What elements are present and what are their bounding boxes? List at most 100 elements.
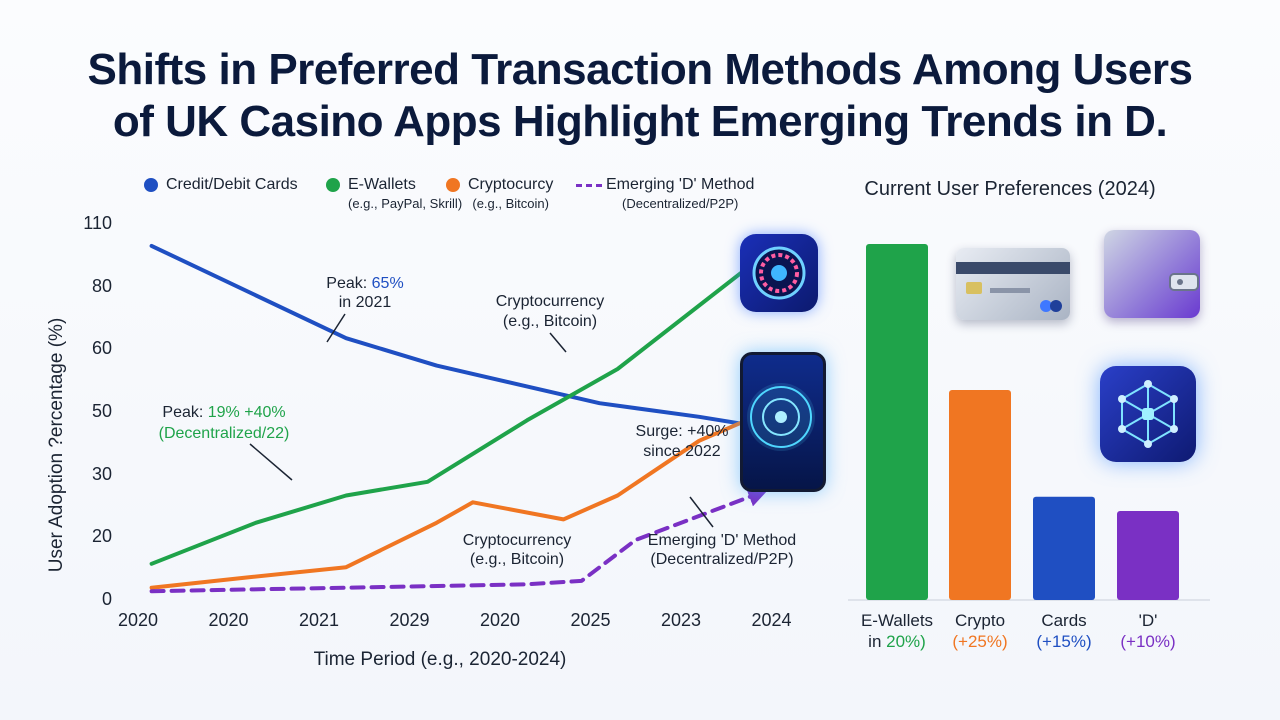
annotation-peak-ewallets: Peak: 19% +40% (Decentralized/22) [159,404,293,481]
title-line-2: of UK Casino Apps Highlight Emerging Tre… [112,97,1168,146]
annotation-peak-cards-prefix: Peak: [326,275,371,292]
legend-label-d-method: Emerging 'D' Method [606,176,755,193]
annotation-peak-cards-year: in 2021 [339,294,392,311]
bar-label-crypto: Crypto (+25%) [935,610,1025,652]
wallet-graphic [1169,273,1199,291]
annotation-crypto-low-line2: (e.g., Bitcoin) [470,551,564,568]
annotation-surge: Surge: +40% since 2022 [636,423,729,460]
svg-text:Peak: 65%: Peak: 65% [326,275,403,292]
annotation-crypto-mid-line1: Cryptocurrency [496,293,604,310]
annotation-crypto-low-line1: Cryptocurrency [463,532,571,549]
bar-label-crypto-name: Crypto [954,611,1006,630]
bar-d [1117,511,1179,600]
annotation-crypto-mid: Cryptocurrency (e.g., Bitcoin) [496,293,604,353]
annotation-peak-cards: Peak: 65% in 2021 [326,275,404,343]
bar-layer [866,244,1179,600]
y-axis-ticks: 0 20 30 50 60 80 110 [83,213,112,609]
legend-swatch-cards [144,178,158,192]
roulette-wheel-graphic [752,246,806,300]
x-tick-label: 2020 [208,610,248,630]
x-axis-label: Time Period (e.g., 2020-2024) [314,649,567,670]
x-tick-label: 2020 [480,610,520,630]
decentralized-network-icon [1100,366,1196,462]
legend-swatch-ewallets [326,178,340,192]
bar-label-cards-name: Cards [1041,611,1087,630]
bar-crypto [949,389,1011,600]
annotation-peak-cards-leader [326,313,346,343]
bar-label-d-value: (+10%) [1120,632,1176,651]
annotation-surge-line1: Surge: +40% [636,423,729,440]
bar-e-wallets [866,244,928,600]
y-tick-label: 110 [83,213,112,233]
x-tick-label: 2029 [389,610,429,630]
legend-item-ewallets: E-Wallets (e.g., PayPal, Skrill) [326,176,463,211]
bar-label-crypto-value: (+25%) [952,632,1008,651]
y-tick-label: 20 [92,526,112,546]
annotation-crypto-mid-leader [549,332,567,353]
legend-swatch-d-method [576,184,602,187]
series-line-emerging-d-method [149,487,769,594]
page-title: Shifts in Preferred Transaction Methods … [0,44,1280,148]
series-line-e-wallets [149,252,768,566]
bar-cards [1033,496,1095,600]
y-tick-label: 60 [92,338,112,358]
y-tick-label: 0 [102,589,112,609]
y-tick-label: 80 [92,276,112,296]
bar-label-cards: Cards (+15%) [1019,610,1109,652]
y-tick-label: 30 [92,464,112,484]
bar-label-cards-value: (+15%) [1036,632,1092,651]
bar-label-d-method: 'D' (+10%) [1103,610,1193,652]
series-layer [149,243,769,594]
legend-label-crypto: Cryptocurcy [468,176,554,193]
legend-swatch-crypto [446,178,460,192]
legend-sub-d-method: (Decentralized/P2P) [622,196,739,211]
x-tick-label: 2024 [751,610,791,630]
annotation-emerging-leader [689,496,714,528]
legend-sub-crypto: (e.g., Bitcoin) [472,196,549,211]
annotation-crypto-mid-line2: (e.g., Bitcoin) [503,313,597,330]
roulette-app-icon [740,234,818,312]
annotation-emerging-line1: Emerging 'D' Method [648,532,796,549]
title-line-1: Shifts in Preferred Transaction Methods … [87,45,1193,94]
series-line-cryptocurcy [149,409,769,590]
bar-label-d-name: 'D' [1138,611,1158,630]
legend-item-crypto: Cryptocurcy (e.g., Bitcoin) [446,176,554,211]
series-line-credit-debit-cards [149,243,769,435]
svg-text:Peak: 19% +40%: Peak: 19% +40% [162,404,285,421]
x-tick-label: 2025 [570,610,610,630]
smartphone-network-icon [740,352,826,492]
bar-label-ewallets-change: in 20%) [852,631,942,652]
annotation-emerging-line2: (Decentralized/P2P) [650,551,793,568]
annotation-peak-ew-value: 19% +40% [208,404,286,421]
bar-label-ewallets-value: 20%) [886,632,926,651]
annotation-peak-cards-value: 65% [372,275,404,292]
annotation-surge-line2: since 2022 [643,443,720,460]
legend-item-cards: Credit/Debit Cards [144,176,298,194]
annotation-peak-ew-note: (Decentralized/22) [159,425,290,442]
annotation-emerging: Emerging 'D' Method (Decentralized/P2P) [648,496,796,568]
annotation-crypto-low: Cryptocurrency (e.g., Bitcoin) [463,532,571,568]
credit-card-icon [956,248,1070,320]
bar-chart-title: Current User Preferences (2024) [864,178,1156,200]
annotation-peak-ew-prefix: Peak: [162,404,207,421]
legend-label-cards: Credit/Debit Cards [166,176,298,193]
y-axis-label: User Adoption ?ercentage (%) [46,318,67,573]
legend-item-d-method: Emerging 'D' Method (Decentralized/P2P) [576,176,755,211]
legend-label-ewallets: E-Wallets [348,176,416,193]
y-tick-label: 50 [92,401,112,421]
annotation-peak-ew-leader [249,443,293,481]
x-tick-label: 2020 [118,610,158,630]
bar-label-ewallets-prefix: in [868,632,887,651]
legend-sub-ewallets: (e.g., PayPal, Skrill) [348,196,463,211]
bar-label-ewallets: E-Wallets in 20%) [852,610,942,652]
phone-network-graphic [747,383,815,451]
x-tick-label: 2023 [661,610,701,630]
credit-card-graphic [956,262,1070,312]
bar-label-ewallets-name: E-Wallets [860,611,934,630]
x-axis-ticks: 2020 2020 2021 2029 2020 2025 2023 2024 [118,610,792,630]
wallet-icon [1104,230,1200,318]
x-tick-label: 2021 [299,610,339,630]
network-graphic [1118,380,1178,448]
